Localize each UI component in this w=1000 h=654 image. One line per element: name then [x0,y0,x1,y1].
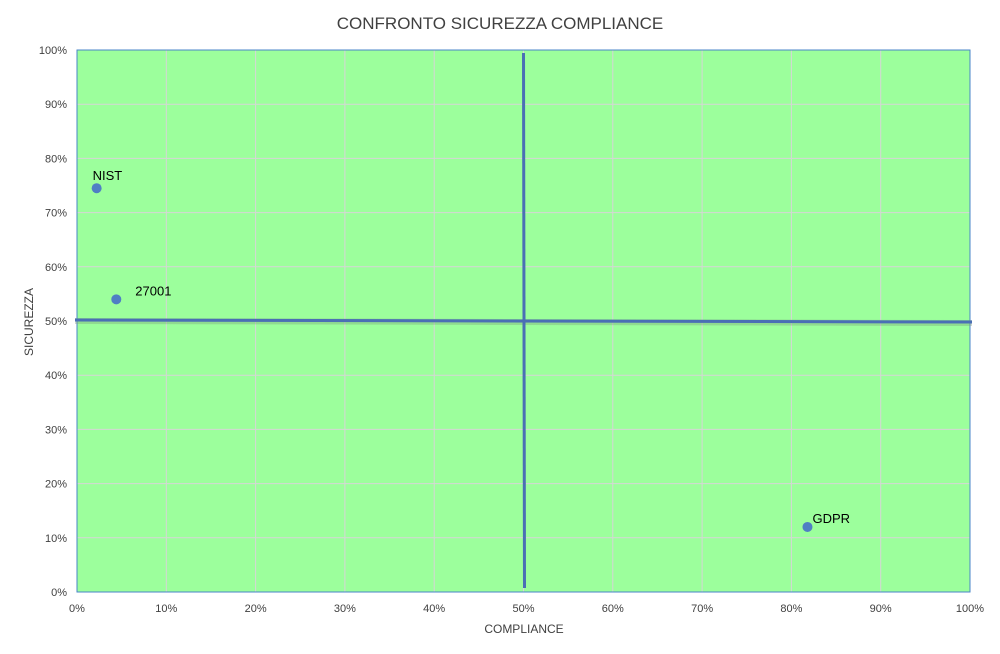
x-tick-label: 100% [956,603,984,615]
data-point [91,183,102,194]
x-tick-label: 60% [602,603,624,615]
y-tick-label: 20% [45,479,67,491]
y-tick-label: 100% [39,45,67,57]
quadrant-line-vertical [522,52,526,589]
y-tick-label: 60% [45,262,67,274]
y-tick-label: 90% [45,99,67,111]
x-tick-label: 0% [69,603,85,615]
x-tick-label: 10% [155,603,177,615]
data-point [802,521,813,532]
y-tick-label: 0% [51,587,67,599]
x-tick-label: 40% [423,603,445,615]
y-tick-label: 30% [45,424,67,436]
x-axis-title: COMPLIANCE [484,622,563,636]
y-tick-label: 40% [45,370,67,382]
data-point [111,294,122,305]
y-tick-label: 80% [45,153,67,165]
data-label: GDPR [812,511,850,526]
y-axis-title: SICUREZZA [22,288,36,356]
plot-area: 0% 10% 20% 30% 40% 50% 60% 70% 80% 90% 100% 0% 10% 20… [39,45,984,615]
x-tick-label: 30% [334,603,356,615]
y-tick-label: 50% [45,316,67,328]
x-tick-label: 20% [245,603,267,615]
chart-title: CONFRONTO SICUREZZA COMPLIANCE [337,14,664,33]
y-tick-label: 70% [45,208,67,220]
x-tick-label: 70% [691,603,713,615]
x-tick-label: 90% [870,603,892,615]
data-label: 27001 [135,283,171,298]
y-tick-label: 10% [45,533,67,545]
x-tick-label: 80% [780,603,802,615]
x-tick-label: 50% [512,603,534,615]
data-label: NIST [93,168,123,183]
